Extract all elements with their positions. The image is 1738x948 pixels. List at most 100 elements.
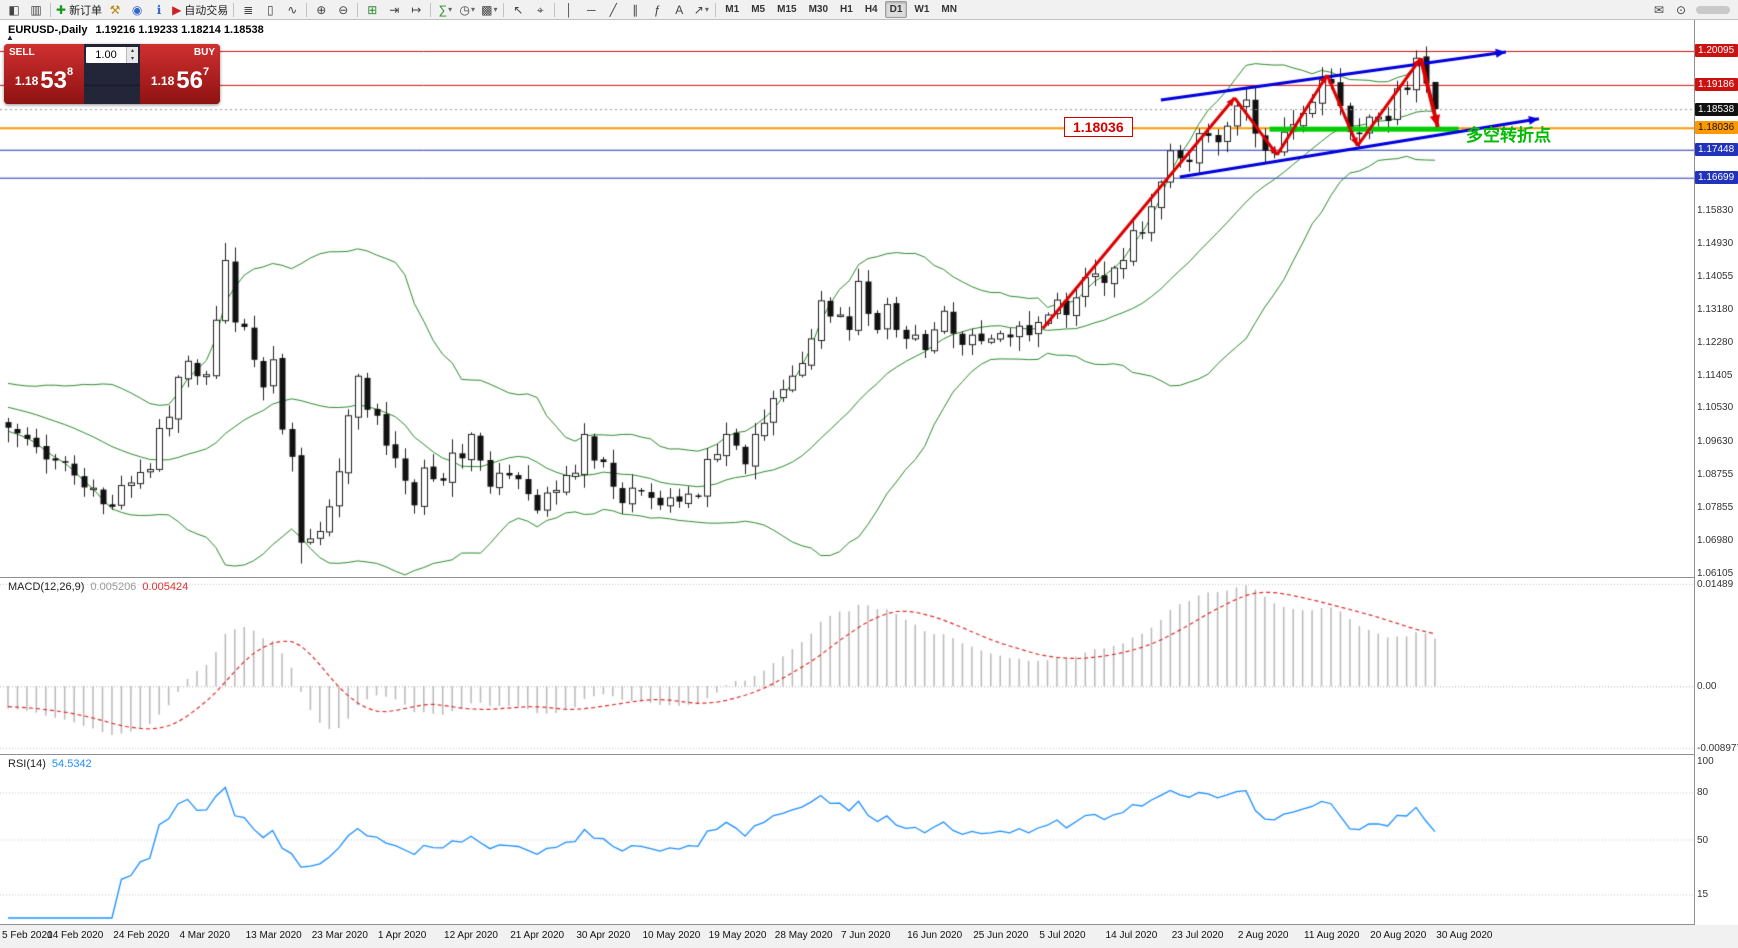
timeframe-m5[interactable]: M5	[751, 4, 766, 15]
info-icon: ℹ	[156, 2, 162, 17]
indicators-icon[interactable]: ∑ ▾	[434, 1, 456, 18]
panel-separator[interactable]	[0, 577, 1738, 578]
price-axis-label: 50	[1697, 834, 1709, 846]
sell-price-pip: 8	[66, 66, 74, 78]
rsi-indicator-label: RSI(14) 54.5342	[8, 758, 92, 770]
text-icon[interactable]: A	[668, 1, 690, 18]
periods-icon: ◷	[459, 2, 471, 17]
arrows-icon[interactable]: ↗ ▾	[690, 1, 712, 18]
auto-scroll-icon[interactable]: ⇥	[383, 1, 405, 18]
dropdown-caret-icon[interactable]: ▾	[471, 5, 476, 14]
dropdown-caret-icon[interactable]: ▾	[704, 5, 709, 14]
date-label: 13 Mar 2020	[245, 930, 302, 941]
timeframe-d1[interactable]: D1	[884, 1, 908, 18]
fibonacci-icon[interactable]: ƒ	[646, 1, 668, 18]
timeframe-m1[interactable]: M1	[725, 4, 740, 15]
price-level-flag[interactable]: 1.18036	[1064, 116, 1133, 137]
autotrading-button[interactable]: ▶ 自动交易	[170, 1, 230, 18]
tile-windows-icon[interactable]: ⊞	[361, 1, 383, 18]
vertical-line-icon: │	[565, 2, 574, 17]
toolbar: ◧ ▥ ✚ 新订单 ⚒ ◉ ℹ ▶ 自动交易 ≣ ▯ ∿ ⊕ ⊖ ⊞ ⇥ ↦ ∑ ▾ ◷ ▾ ▩ ▾ ↖ ⌖ │ ─ ╱ ∥ ƒ A ↗ ▾ M1…	[0, 0, 1738, 20]
chart-shift-icon[interactable]: ↦	[405, 1, 427, 18]
line-chart-icon: ∿	[287, 2, 298, 17]
new-email-icon[interactable]: ✉	[1653, 2, 1665, 17]
new-order-button[interactable]: ✚ 新订单	[54, 1, 104, 18]
dropdown-caret-icon[interactable]: ▾	[448, 5, 453, 14]
price-axis-label: 1.17448	[1695, 143, 1738, 157]
new-order-button: ✚	[56, 2, 67, 17]
price-axis-label: 1.14055	[1697, 270, 1734, 282]
volume-field[interactable]: 1.00 ▴ ▾	[86, 47, 138, 63]
date-label: 10 May 2020	[642, 930, 701, 941]
volume-value[interactable]: 1.00	[95, 49, 117, 61]
timeframe-m15[interactable]: M15	[777, 4, 797, 15]
cursor-icon[interactable]: ↖	[507, 1, 529, 18]
volume-column: 1.00 ▴ ▾	[84, 44, 140, 104]
price-axis-label: 80	[1697, 787, 1709, 799]
date-label: 21 Apr 2020	[510, 930, 565, 941]
date-label: 1 Apr 2020	[377, 930, 427, 941]
zoom-in-icon[interactable]: ⊕	[310, 1, 332, 18]
vertical-line-icon[interactable]: │	[558, 1, 580, 18]
charts-icon[interactable]: ◧	[3, 1, 25, 18]
text-icon: A	[675, 2, 684, 17]
periods-icon[interactable]: ◷ ▾	[456, 1, 478, 18]
crosshair-icon[interactable]: ⌖	[529, 1, 551, 18]
rsi-value: 54.5342	[51, 758, 92, 770]
candlesticks-icon[interactable]: ▯	[259, 1, 281, 18]
info-icon[interactable]: ℹ	[148, 1, 170, 18]
price-axis[interactable]: 1.20095 1.19186 1.18538 1.18036 1.17448 1.166…	[1694, 20, 1738, 925]
timeframe-h4[interactable]: H4	[864, 4, 878, 15]
profiles-icon: ▥	[30, 2, 42, 17]
macd-indicator-canvas[interactable]	[0, 578, 1694, 754]
accounts-icon: ◉	[131, 2, 143, 17]
volume-down-icon[interactable]: ▾	[127, 55, 138, 63]
timeframe-w1[interactable]: W1	[914, 4, 930, 15]
toolbar-scroll-thumb[interactable]	[1696, 5, 1730, 14]
channel-icon[interactable]: ∥	[624, 1, 646, 18]
time-axis[interactable]: 5 Feb 2020 14 Feb 2020 24 Feb 2020 4 Mar 20…	[0, 925, 1738, 948]
price-axis-label: 15	[1697, 889, 1709, 901]
dropdown-caret-icon[interactable]: ▾	[493, 5, 498, 14]
buy-price-head: 1.18	[150, 74, 175, 88]
price-chart-canvas[interactable]	[0, 20, 1694, 577]
buy-label: BUY	[193, 47, 215, 58]
timeframe-h1[interactable]: H1	[840, 4, 853, 15]
sell-price-head: 1.18	[14, 74, 39, 88]
profiles-icon[interactable]: ▥	[25, 1, 47, 18]
toolbar-separator	[50, 2, 51, 17]
date-label: 23 Jul 2020	[1171, 930, 1224, 941]
accounts-icon[interactable]: ◉	[126, 1, 148, 18]
horizontal-line-icon[interactable]: ─	[580, 1, 602, 18]
timeframe-mn[interactable]: MN	[941, 4, 957, 15]
line-chart-icon[interactable]: ∿	[281, 1, 303, 18]
turning-point-annotation[interactable]: 多空转折点	[1466, 126, 1551, 146]
one-click-collapse-icon[interactable]: ▲	[6, 33, 14, 42]
fibonacci-icon: ƒ	[653, 2, 661, 17]
trendline-icon[interactable]: ╱	[602, 1, 624, 18]
metaeditor-icon[interactable]: ⚒	[104, 1, 126, 18]
date-label: 28 May 2020	[774, 930, 833, 941]
sell-button[interactable]: SELL 1.18 53 8	[4, 44, 84, 104]
bars-icon[interactable]: ≣	[237, 1, 259, 18]
chart-symbol-period: EURUSD-,Daily	[8, 24, 88, 36]
price-axis-label: 1.20095	[1695, 44, 1738, 58]
buy-price-pip: 7	[202, 66, 210, 78]
date-label: 14 Jul 2020	[1105, 930, 1158, 941]
price-axis-label: 1.09630	[1697, 436, 1734, 448]
cursor-icon: ↖	[513, 2, 524, 17]
panel-separator[interactable]	[0, 754, 1738, 755]
templates-icon[interactable]: ▩ ▾	[478, 1, 500, 18]
zoom-in-icon: ⊕	[316, 2, 327, 17]
zoom-out-icon[interactable]: ⊖	[332, 1, 354, 18]
tile-windows-icon: ⊞	[367, 2, 378, 17]
toolbar-separator	[233, 2, 235, 17]
rsi-indicator-canvas[interactable]	[0, 755, 1694, 924]
buy-button[interactable]: BUY 1.18 56 7	[140, 44, 220, 104]
search-icon[interactable]: ⊙	[1675, 2, 1687, 17]
volume-up-icon[interactable]: ▴	[127, 47, 138, 55]
date-label: 30 Apr 2020	[576, 930, 631, 941]
price-axis-label: 1.08755	[1697, 468, 1734, 480]
timeframe-m30[interactable]: M30	[808, 4, 829, 15]
